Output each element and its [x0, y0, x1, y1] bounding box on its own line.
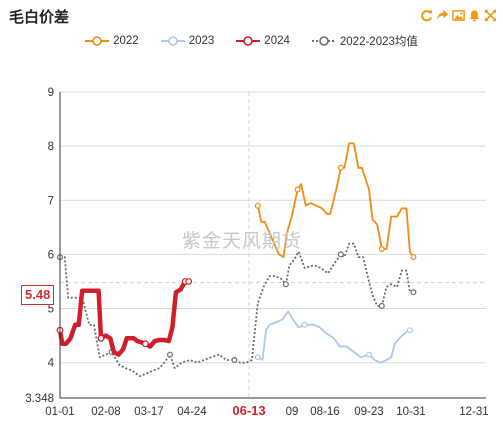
series-point[interactable]	[185, 278, 193, 285]
chart-toolbar	[420, 9, 497, 22]
x-tick-label: 01-01	[45, 406, 74, 418]
y-axis-ticks: 9 8 7 6 5 4 3.348	[25, 87, 54, 405]
share-icon[interactable]	[436, 9, 449, 22]
series-point[interactable]	[167, 351, 174, 358]
series-point[interactable]	[294, 186, 301, 193]
legend-item-2022[interactable]: 2022	[85, 33, 139, 49]
legend-marker-2023	[160, 36, 185, 46]
y-tick-label: 7	[48, 195, 54, 207]
series-point[interactable]	[97, 334, 105, 342]
x-tick-label: 02-08	[91, 406, 120, 418]
x-tick-label: 09-23	[354, 406, 383, 418]
y-tick-label: 5	[48, 304, 54, 316]
axes	[59, 92, 486, 399]
x-tick-label: 10-31	[396, 406, 425, 418]
x-tick-label: 03-17	[134, 406, 163, 418]
series-point[interactable]	[406, 327, 413, 334]
refresh-icon[interactable]	[420, 9, 433, 22]
series-line-2022[interactable]	[256, 142, 415, 259]
series-point[interactable]	[337, 164, 344, 171]
legend-item-2023[interactable]: 2023	[160, 33, 215, 49]
legend-label-2022: 2022	[113, 35, 139, 47]
series-point[interactable]	[410, 289, 417, 296]
y-tick-label: 6	[48, 249, 54, 261]
series-point[interactable]	[231, 357, 238, 364]
series-point[interactable]	[254, 354, 261, 361]
legend-item-average[interactable]: 2022-2023均值	[311, 33, 418, 49]
x-tick-label-highlight: 06-13	[232, 403, 265, 418]
watermark: 紫金天风期货	[182, 230, 303, 252]
series-lines	[56, 142, 417, 378]
series-line-2022-2023均值[interactable]	[60, 242, 414, 378]
legend-marker-average	[311, 36, 336, 46]
series-point[interactable]	[282, 281, 289, 288]
series-point[interactable]	[301, 321, 308, 328]
series-point[interactable]	[378, 246, 385, 253]
fullscreen-icon[interactable]	[484, 9, 497, 22]
grid-lines	[60, 91, 486, 364]
chart-legend: 2022 2023 2024 2022-2023均值	[0, 33, 503, 49]
series-line-2023[interactable]	[257, 310, 411, 364]
x-axis-ticks: 01-01 02-08 03-17 04-24 06-13 09 08-16 09-23 10-…	[45, 403, 488, 418]
y-tick-label: 4	[48, 358, 55, 370]
series-point[interactable]	[378, 302, 385, 309]
series-point[interactable]	[410, 254, 417, 261]
legend-label-average: 2022-2023均值	[339, 36, 418, 48]
x-tick-label: 09	[286, 406, 299, 418]
legend-label-2023: 2023	[188, 35, 215, 47]
series-point[interactable]	[141, 340, 149, 348]
x-tick-label: 08-16	[310, 406, 339, 418]
cursor-value-badge: 5.48	[21, 285, 55, 305]
bell-icon[interactable]	[468, 9, 481, 22]
image-icon[interactable]	[452, 9, 465, 22]
chart-title: 毛白价差	[9, 8, 70, 26]
legend-item-2024[interactable]: 2024	[236, 33, 290, 49]
x-tick-label: 04-24	[177, 406, 207, 418]
series-point[interactable]	[366, 351, 373, 358]
y-tick-label: 8	[48, 141, 54, 153]
series-point[interactable]	[337, 251, 344, 258]
y-tick-label: 9	[48, 87, 54, 99]
legend-marker-2024	[236, 36, 261, 46]
legend-marker-2022	[85, 36, 110, 46]
series-line-2024[interactable]	[57, 279, 189, 357]
cursor-crosshair	[60, 92, 486, 398]
series-point[interactable]	[254, 202, 261, 209]
legend-label-2024: 2024	[264, 35, 290, 47]
y-tick-label: 3.348	[25, 393, 54, 405]
x-tick-label: 12-31	[459, 406, 488, 418]
